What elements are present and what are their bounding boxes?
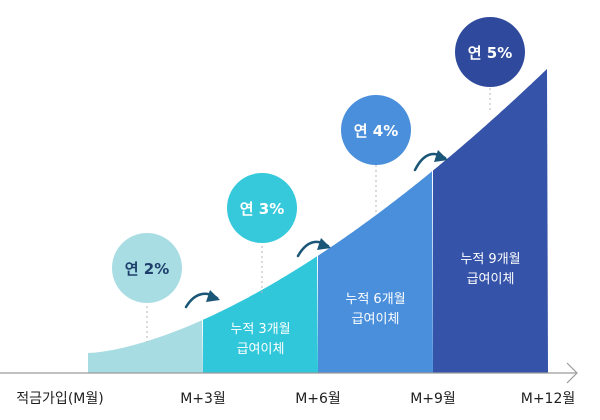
x-axis-label-4: M+12월 xyxy=(520,391,576,407)
segment-label-1-line2: 급여이체 xyxy=(236,342,285,357)
segment-label-2-line1: 누적 6개월 xyxy=(345,292,406,307)
segment-label-3-line1: 누적 9개월 xyxy=(460,252,521,267)
segment-label-3-line2: 급여이체 xyxy=(466,272,515,287)
rate-bubble-1: 연 3% xyxy=(227,173,297,243)
x-axis-label-0: 적금가입(M월) xyxy=(16,391,104,407)
segment-label-2: 누적 6개월 급여이체 xyxy=(318,290,433,330)
x-axis-label-1: M+3월 xyxy=(180,391,226,407)
step-arrow-head-1 xyxy=(206,290,220,302)
segment-area-1 xyxy=(203,256,318,373)
x-axis-label-3: M+9월 xyxy=(410,391,456,407)
rate-bubble-3: 연 5% xyxy=(455,17,525,87)
segment-label-3: 누적 9개월 급여이체 xyxy=(433,250,548,290)
step-arrow-head-2 xyxy=(317,238,331,250)
x-axis-label-2: M+6월 xyxy=(295,391,341,407)
segment-area-0 xyxy=(88,320,203,373)
segment-label-2-line2: 급여이체 xyxy=(351,312,400,327)
x-axis-arrow-icon xyxy=(566,362,578,384)
step-arrow-head-3 xyxy=(434,150,448,162)
segment-label-1: 누적 3개월 급여이체 xyxy=(203,320,318,360)
rate-bubble-0: 연 2% xyxy=(112,233,182,303)
segment-area-3 xyxy=(433,69,548,373)
segment-label-1-line1: 누적 3개월 xyxy=(230,322,291,337)
segment-area-2 xyxy=(318,171,433,373)
rate-bubble-2: 연 4% xyxy=(341,95,411,165)
